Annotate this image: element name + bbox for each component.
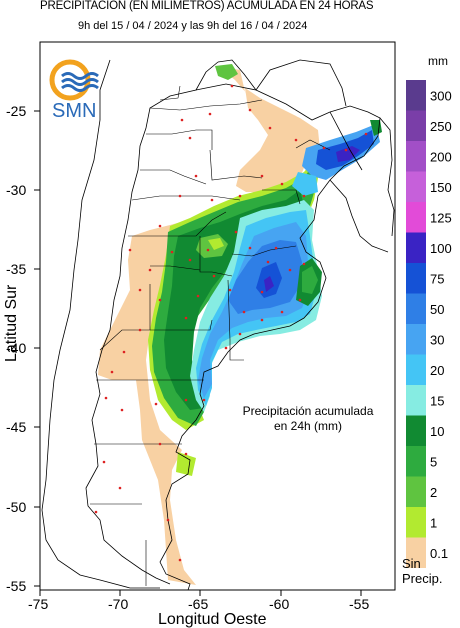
x-tick-label: -60 xyxy=(269,596,289,612)
x-tick-label: -65 xyxy=(188,596,208,612)
legend-label: 125 xyxy=(430,211,452,226)
andes-border xyxy=(85,61,219,585)
legend-swatch xyxy=(406,171,426,202)
y-axis-title: Latitud Sur xyxy=(3,284,20,362)
y-tick-label: -50 xyxy=(6,499,26,515)
legend-label: 1 xyxy=(430,516,437,531)
legend-label: 0.1 xyxy=(430,546,448,561)
x-tick-label: -70 xyxy=(108,596,128,612)
precipitation-fields xyxy=(98,64,382,585)
y-tick-label: -30 xyxy=(6,182,26,198)
brazil-coast xyxy=(379,117,395,237)
legend-swatch xyxy=(406,415,426,446)
legend-label: 30 xyxy=(430,333,444,348)
legend-swatch xyxy=(406,324,426,355)
legend-no-data: Sin Precip. xyxy=(402,556,442,586)
legend-swatch xyxy=(406,293,426,324)
station-points xyxy=(94,84,368,562)
precip-area-100-ne xyxy=(336,146,360,162)
color-legend: 300 250 200 150 125 100 75 50 30 20 15 10 5 2 1 0.1 xyxy=(406,80,452,568)
precip-area-2-north xyxy=(215,64,238,80)
y-tick-label: -35 xyxy=(6,261,26,277)
annotation-line-2: en 24h (mm) xyxy=(273,419,343,433)
y-tick-label: -55 xyxy=(6,578,26,594)
legend-label: 50 xyxy=(430,302,444,317)
legend-unit: mm xyxy=(428,54,448,68)
legend-swatch xyxy=(406,446,426,477)
precip-area-0.1b xyxy=(236,88,318,192)
legend-swatch xyxy=(406,141,426,172)
argentina-outline xyxy=(159,59,381,591)
x-tick-label: -55 xyxy=(349,596,369,612)
precip-area-1-south xyxy=(176,452,196,476)
x-axis-title: Longitud Oeste xyxy=(158,611,267,628)
x-axis xyxy=(39,590,362,596)
country-borders xyxy=(41,59,395,591)
precip-area-20-ne xyxy=(292,172,318,196)
legend-swatch xyxy=(406,232,426,263)
uruguay-brazil xyxy=(329,111,389,253)
legend-label: 2 xyxy=(430,485,437,500)
legend-no-data-line-1: Sin xyxy=(402,556,421,571)
legend-swatch xyxy=(406,202,426,233)
y-tick-label: -40 xyxy=(6,340,26,356)
map-title: PRECIPITACION (EN MILIMETROS) ACUMULADA … xyxy=(40,0,374,12)
smn-logo-icon xyxy=(49,59,99,101)
x-tick-label: -75 xyxy=(28,596,48,612)
legend-swatch xyxy=(406,110,426,141)
y-tick-labels: -25 -30 -35 -40 -45 -50 -55 xyxy=(6,103,26,594)
legend-label: 200 xyxy=(430,150,452,165)
legend-label: 75 xyxy=(430,272,444,287)
legend-swatch xyxy=(406,80,426,111)
smn-logo-text: SMN xyxy=(52,100,97,122)
legend-swatch xyxy=(406,537,426,568)
legend-no-data-line-2: Precip. xyxy=(402,571,443,586)
map-subtitle: 9h del 15 / 04 / 2024 y las 9h del 16 / … xyxy=(78,20,308,32)
precip-area-100 xyxy=(264,276,274,292)
legend-label: 20 xyxy=(430,363,444,378)
legend-label: 5 xyxy=(430,455,437,470)
legend-swatch xyxy=(406,263,426,294)
precip-area-5-coast xyxy=(302,266,318,294)
precip-area-1-patch xyxy=(208,238,224,250)
legend-label: 300 xyxy=(430,89,452,104)
province-borders xyxy=(90,85,331,586)
legend-label: 15 xyxy=(430,394,444,409)
legend-swatch xyxy=(406,385,426,416)
legend-label: 100 xyxy=(430,241,452,256)
legend-swatch xyxy=(406,354,426,385)
legend-swatch xyxy=(406,507,426,538)
legend-label: 250 xyxy=(430,119,452,134)
precip-area-0.1 xyxy=(98,66,320,585)
y-axis xyxy=(34,110,40,587)
y-tick-label: -45 xyxy=(6,419,26,435)
chile-coast xyxy=(41,59,160,589)
legend-swatch xyxy=(406,476,426,507)
map-annotation: Precipitación acumulada en 24h (mm) xyxy=(228,404,388,434)
bolivia-paraguay-border xyxy=(195,59,347,107)
annotation-line-1: Precipitación acumulada xyxy=(242,404,374,418)
legend-label: 10 xyxy=(430,424,444,439)
x-tick-labels: -75 -70 -65 -60 -55 xyxy=(28,596,369,612)
y-tick-label: -25 xyxy=(6,103,26,119)
legend-label: 150 xyxy=(430,180,452,195)
